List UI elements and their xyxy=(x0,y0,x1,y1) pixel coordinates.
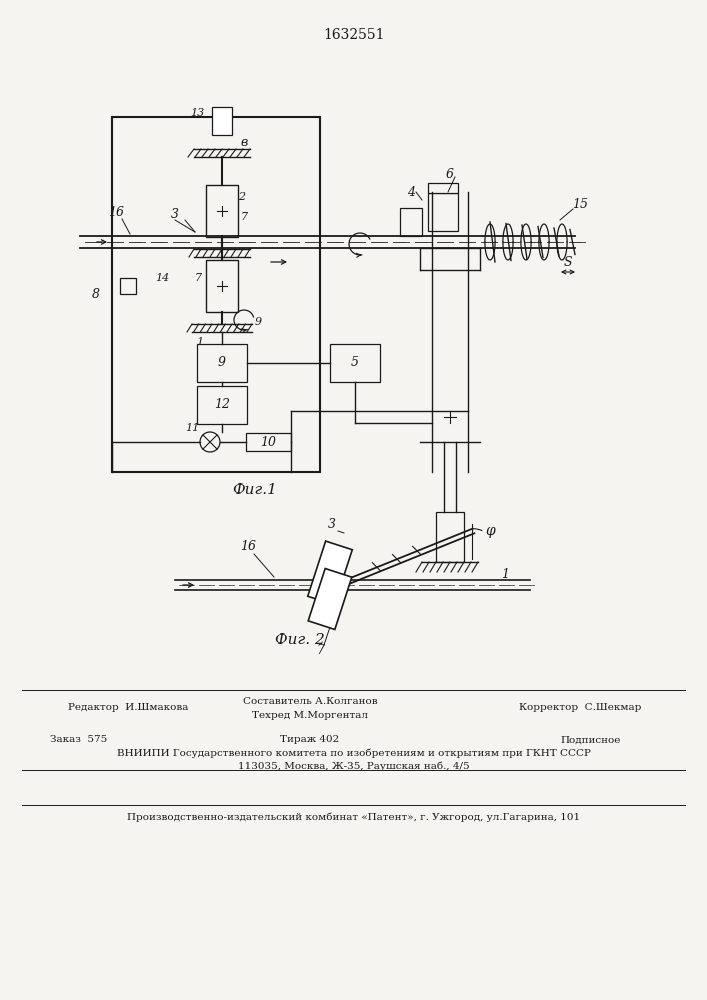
Text: 5: 5 xyxy=(351,357,359,369)
Text: 3: 3 xyxy=(171,208,179,221)
Bar xyxy=(197,344,247,382)
Text: 4: 4 xyxy=(407,186,415,198)
Text: 7: 7 xyxy=(194,273,201,283)
Polygon shape xyxy=(308,541,352,605)
Text: 16: 16 xyxy=(108,206,124,219)
Text: ВНИИПИ Государственного комитета по изобретениям и открытиям при ГКНТ СССР: ВНИИПИ Государственного комитета по изоб… xyxy=(117,748,591,758)
Text: φ: φ xyxy=(486,524,496,538)
Text: 11: 11 xyxy=(185,423,199,433)
Text: 1: 1 xyxy=(197,337,204,347)
Bar xyxy=(212,107,232,135)
Text: Составитель А.Колганов: Составитель А.Колганов xyxy=(243,698,378,706)
Text: 7: 7 xyxy=(240,212,247,222)
Bar xyxy=(428,193,458,231)
Bar xyxy=(330,344,380,382)
Bar xyxy=(400,208,422,236)
Text: 8: 8 xyxy=(92,288,100,302)
Text: 14: 14 xyxy=(155,273,169,283)
Text: 2: 2 xyxy=(238,192,245,202)
Text: 10: 10 xyxy=(260,436,276,448)
Bar xyxy=(197,386,247,424)
Text: 13: 13 xyxy=(190,108,204,118)
Bar xyxy=(206,185,238,237)
Bar xyxy=(120,278,136,294)
Text: Заказ  575: Заказ 575 xyxy=(50,736,107,744)
Text: Редактор  И.Шмакова: Редактор И.Шмакова xyxy=(68,704,188,712)
Text: 6: 6 xyxy=(446,167,454,180)
Bar xyxy=(428,183,458,193)
Text: Техред М.Моргентал: Техред М.Моргентал xyxy=(252,712,368,720)
Text: Фиг. 2: Фиг. 2 xyxy=(275,633,325,647)
Text: 9: 9 xyxy=(218,357,226,369)
Text: Подписное: Подписное xyxy=(560,736,620,744)
Text: Корректор  С.Шекмар: Корректор С.Шекмар xyxy=(519,704,641,712)
Bar xyxy=(246,433,291,451)
Bar xyxy=(436,512,464,562)
Text: в: в xyxy=(240,136,247,149)
Text: Производственно-издательский комбинат «Патент», г. Ужгород, ул.Гагарина, 101: Производственно-издательский комбинат «П… xyxy=(127,812,580,822)
Text: 1: 1 xyxy=(501,568,509,580)
Text: S: S xyxy=(563,255,572,268)
Text: 12: 12 xyxy=(214,398,230,412)
Bar xyxy=(206,260,238,312)
Text: 113035, Москва, Ж-35, Раушская наб., 4/5: 113035, Москва, Ж-35, Раушская наб., 4/5 xyxy=(238,761,470,771)
Text: Тираж 402: Тираж 402 xyxy=(281,736,339,744)
Text: 1632551: 1632551 xyxy=(323,28,385,42)
Text: 15: 15 xyxy=(572,198,588,211)
Polygon shape xyxy=(308,569,352,629)
Bar xyxy=(112,117,320,472)
Text: Фиг.1: Фиг.1 xyxy=(233,483,277,497)
Text: 7: 7 xyxy=(316,645,324,658)
Text: 9: 9 xyxy=(255,317,262,327)
Text: 3: 3 xyxy=(328,518,336,532)
Text: 16: 16 xyxy=(240,540,256,554)
